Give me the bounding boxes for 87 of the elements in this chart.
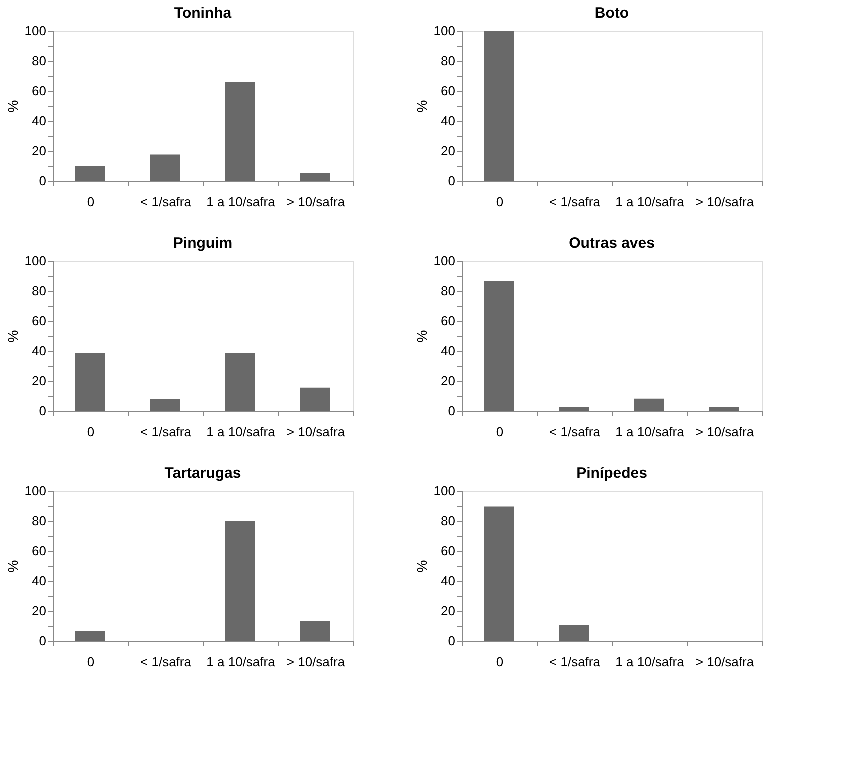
y-tick-label: 0 <box>448 174 456 188</box>
y-tick-label: 80 <box>441 514 456 528</box>
y-tick-label: 40 <box>441 574 456 588</box>
y-tick-label: 80 <box>441 284 456 298</box>
x-tick-label: > 10/safra <box>696 194 755 210</box>
bar <box>226 353 256 411</box>
y-tick-label: 20 <box>441 604 456 618</box>
y-tick-label: 0 <box>448 404 456 418</box>
y-tick-label: 0 <box>448 634 456 648</box>
x-tick-label: 1 a 10/safra <box>206 194 276 210</box>
x-tick-label: 0 <box>87 424 95 440</box>
x-tick-label: 0 <box>496 424 504 440</box>
y-tick-label: 40 <box>32 574 46 588</box>
y-tick-label: 20 <box>32 144 46 158</box>
bar <box>560 406 590 411</box>
y-tick-label: 60 <box>441 84 456 98</box>
bar <box>300 621 330 641</box>
bar <box>226 521 256 641</box>
bar <box>76 353 106 411</box>
x-tick-label: > 10/safra <box>696 654 755 670</box>
y-tick-label: 80 <box>441 54 456 68</box>
x-tick-label: 0 <box>496 654 504 670</box>
x-tick-label: > 10/safra <box>696 424 755 440</box>
x-tick-label: 0 <box>87 194 95 210</box>
y-tick-label: 0 <box>39 174 46 188</box>
x-tick-label: > 10/safra <box>286 424 346 440</box>
y-tick-label: 0 <box>39 634 46 648</box>
bar <box>150 154 180 181</box>
x-tick-label: 1 a 10/safra <box>206 654 276 670</box>
x-tick-label: 1 a 10/safra <box>616 424 686 440</box>
y-tick-label: 80 <box>32 514 46 528</box>
y-axis-title: % <box>4 330 21 343</box>
x-tick-label: < 1/safra <box>140 654 192 670</box>
bar <box>300 388 330 411</box>
y-tick-label: 60 <box>441 544 456 558</box>
bar <box>634 398 664 411</box>
bar <box>710 406 740 411</box>
y-tick-label: 40 <box>441 114 456 128</box>
x-tick-label: 1 a 10/safra <box>616 654 686 670</box>
x-tick-label: < 1/safra <box>550 424 602 440</box>
y-tick-label: 100 <box>434 254 456 268</box>
y-tick-label: 40 <box>441 344 456 358</box>
y-tick-label: 80 <box>32 284 46 298</box>
chart-title: Pinípedes <box>576 465 648 482</box>
x-tick-label: > 10/safra <box>286 654 346 670</box>
x-tick-label: < 1/safra <box>140 194 192 210</box>
y-tick-label: 0 <box>39 404 46 418</box>
y-axis-title: % <box>414 560 430 573</box>
y-axis-title: % <box>4 560 21 573</box>
y-tick-label: 20 <box>441 144 456 158</box>
bar <box>76 166 106 181</box>
bar <box>300 174 330 181</box>
chart-title: Toninha <box>174 5 232 22</box>
y-axis-title: % <box>414 330 430 343</box>
chart-title: Outras aves <box>569 235 655 252</box>
x-tick-label: > 10/safra <box>286 194 346 210</box>
y-tick-label: 20 <box>32 604 46 618</box>
y-tick-label: 60 <box>32 314 46 328</box>
y-tick-label: 20 <box>32 374 46 388</box>
x-tick-label: < 1/safra <box>550 654 602 670</box>
y-tick-label: 100 <box>434 484 456 498</box>
x-tick-label: 0 <box>87 654 95 670</box>
x-tick-label: 1 a 10/safra <box>616 194 686 210</box>
y-tick-label: 100 <box>24 254 46 268</box>
x-tick-label: 0 <box>496 194 504 210</box>
bar <box>226 82 256 181</box>
x-tick-label: < 1/safra <box>140 424 192 440</box>
y-axis-title: % <box>4 100 21 113</box>
y-tick-label: 60 <box>32 544 46 558</box>
bar <box>484 281 514 411</box>
x-tick-label: < 1/safra <box>550 194 602 210</box>
y-axis-title: % <box>414 100 430 113</box>
y-tick-label: 20 <box>441 374 456 388</box>
y-tick-label: 60 <box>441 314 456 328</box>
y-tick-label: 40 <box>32 344 46 358</box>
bar <box>76 630 106 641</box>
y-tick-label: 80 <box>32 54 46 68</box>
chart-title: Boto <box>594 5 630 22</box>
bar <box>150 399 180 411</box>
y-tick-label: 40 <box>32 114 46 128</box>
x-tick-label: 1 a 10/safra <box>206 424 276 440</box>
y-tick-label: 100 <box>24 24 46 38</box>
y-tick-label: 60 <box>32 84 46 98</box>
chart-title: Pinguim <box>173 235 233 252</box>
chart-title: Tartarugas <box>164 465 242 482</box>
y-tick-label: 100 <box>24 484 46 498</box>
y-tick-label: 100 <box>434 24 456 38</box>
